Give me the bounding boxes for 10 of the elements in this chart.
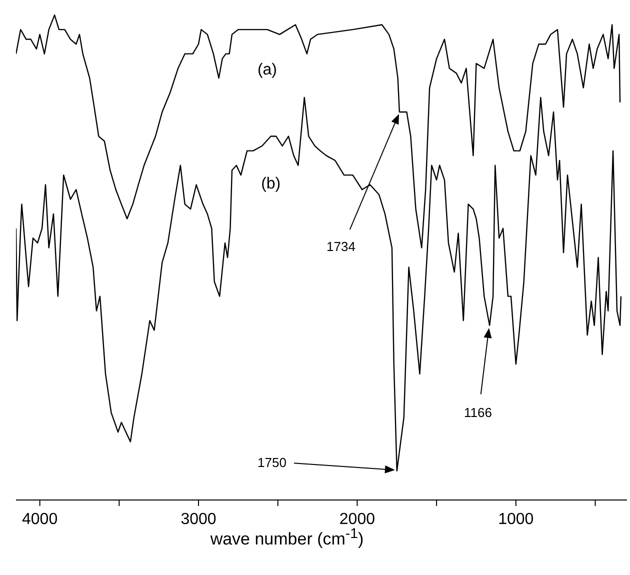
series-label: (b) bbox=[261, 175, 281, 192]
annotation: 1734 bbox=[326, 239, 356, 254]
annotation: 1750 bbox=[258, 455, 286, 470]
annotation: 1166 bbox=[464, 405, 492, 420]
series-label: (a) bbox=[257, 62, 278, 79]
x-axis-title: wave number (cm$^{-1}$) bbox=[210, 526, 364, 549]
x-tick-label: 3000 bbox=[180, 511, 216, 528]
x-tick-label: 4000 bbox=[22, 511, 58, 528]
x-tick-label: 2000 bbox=[339, 511, 376, 528]
x-tick-label: 1000 bbox=[498, 511, 534, 528]
